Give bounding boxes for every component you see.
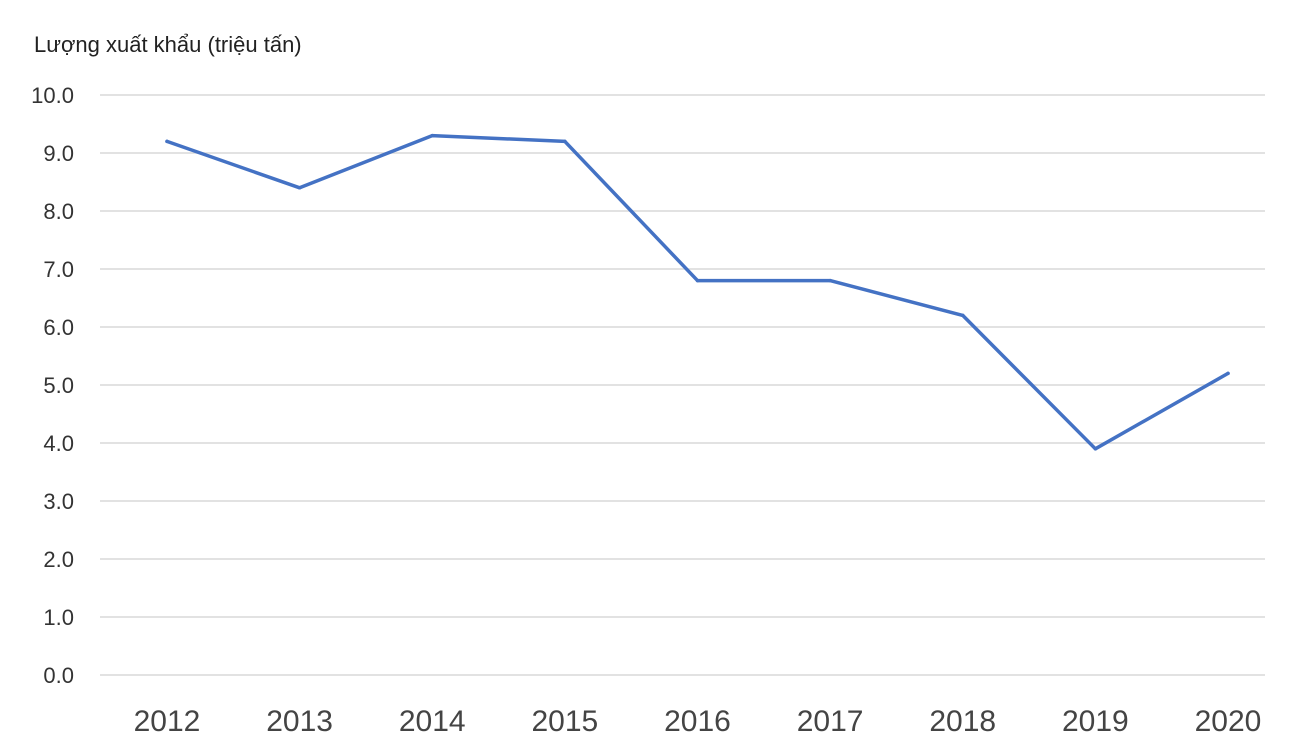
y-axis-title: Lượng xuất khẩu (triệu tấn) xyxy=(34,32,302,57)
x-tick-label: 2012 xyxy=(134,705,201,738)
data-point xyxy=(430,133,434,138)
x-tick-label: 2015 xyxy=(532,705,599,738)
x-tick-label: 2020 xyxy=(1195,705,1262,738)
y-tick-label: 6.0 xyxy=(43,315,74,340)
y-tick-label: 8.0 xyxy=(43,199,74,224)
data-point xyxy=(961,313,965,318)
gridlines xyxy=(100,94,1265,676)
y-tick-label: 5.0 xyxy=(43,373,74,398)
x-tick-label: 2016 xyxy=(664,705,731,738)
x-axis-ticks: 2012 2013 2014 2015 2016 2017 2018 2019 2020 xyxy=(134,705,1262,738)
data-point xyxy=(563,139,567,144)
y-tick-label: 2.0 xyxy=(43,547,74,572)
series-line xyxy=(165,133,1230,451)
y-tick-label: 3.0 xyxy=(43,489,74,514)
y-axis-ticks: 0.0 1.0 2.0 3.0 4.0 5.0 6.0 7.0 8.0 9.0 10.0 xyxy=(31,83,74,688)
y-tick-label: 4.0 xyxy=(43,431,74,456)
x-tick-label: 2017 xyxy=(797,705,864,738)
data-point xyxy=(828,278,832,283)
data-point xyxy=(1093,447,1098,451)
data-point xyxy=(695,278,700,283)
y-tick-label: 9.0 xyxy=(43,141,74,166)
y-tick-label: 7.0 xyxy=(43,257,74,282)
data-point xyxy=(165,139,169,144)
y-tick-label: 0.0 xyxy=(43,663,74,688)
x-tick-label: 2018 xyxy=(929,705,996,738)
x-tick-label: 2013 xyxy=(266,705,333,738)
x-tick-label: 2014 xyxy=(399,705,466,738)
series-layer xyxy=(165,133,1230,451)
x-tick-label: 2019 xyxy=(1062,705,1129,738)
data-point xyxy=(297,186,302,190)
data-point xyxy=(1226,371,1230,376)
y-tick-label: 10.0 xyxy=(31,83,74,108)
y-tick-label: 1.0 xyxy=(43,605,74,630)
